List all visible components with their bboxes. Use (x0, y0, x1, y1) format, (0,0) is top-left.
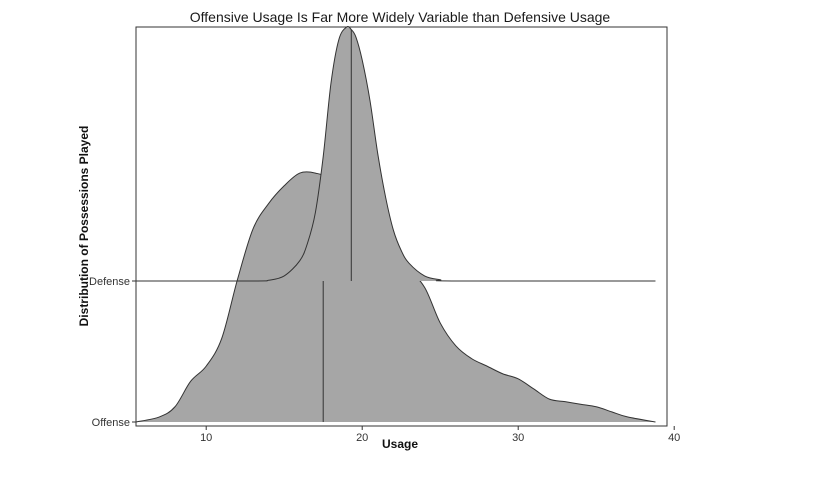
x-tick-label-30: 30 (512, 432, 524, 444)
x-tick-label-10: 10 (200, 432, 212, 444)
x-tick-label-40: 40 (668, 432, 680, 444)
ridge-outline-defense (136, 25, 656, 282)
y-axis-title: Distribution of Possessions Played (77, 126, 91, 327)
ridge-area-defense (136, 26, 656, 281)
plot-panel (135, 26, 668, 427)
ridge-area-offense (136, 171, 656, 422)
x-tick-label-20: 20 (356, 432, 368, 444)
x-axis: 10 20 30 40 (200, 426, 680, 444)
y-tick-label-defense: Defense (89, 276, 130, 288)
y-tick-label-offense: Offense (92, 417, 130, 429)
ridges-layer (135, 25, 656, 423)
x-axis-title: Usage (382, 437, 418, 451)
y-axis: Offense Defense (89, 276, 136, 429)
chart-title: Offensive Usage Is Far More Widely Varia… (190, 9, 611, 25)
